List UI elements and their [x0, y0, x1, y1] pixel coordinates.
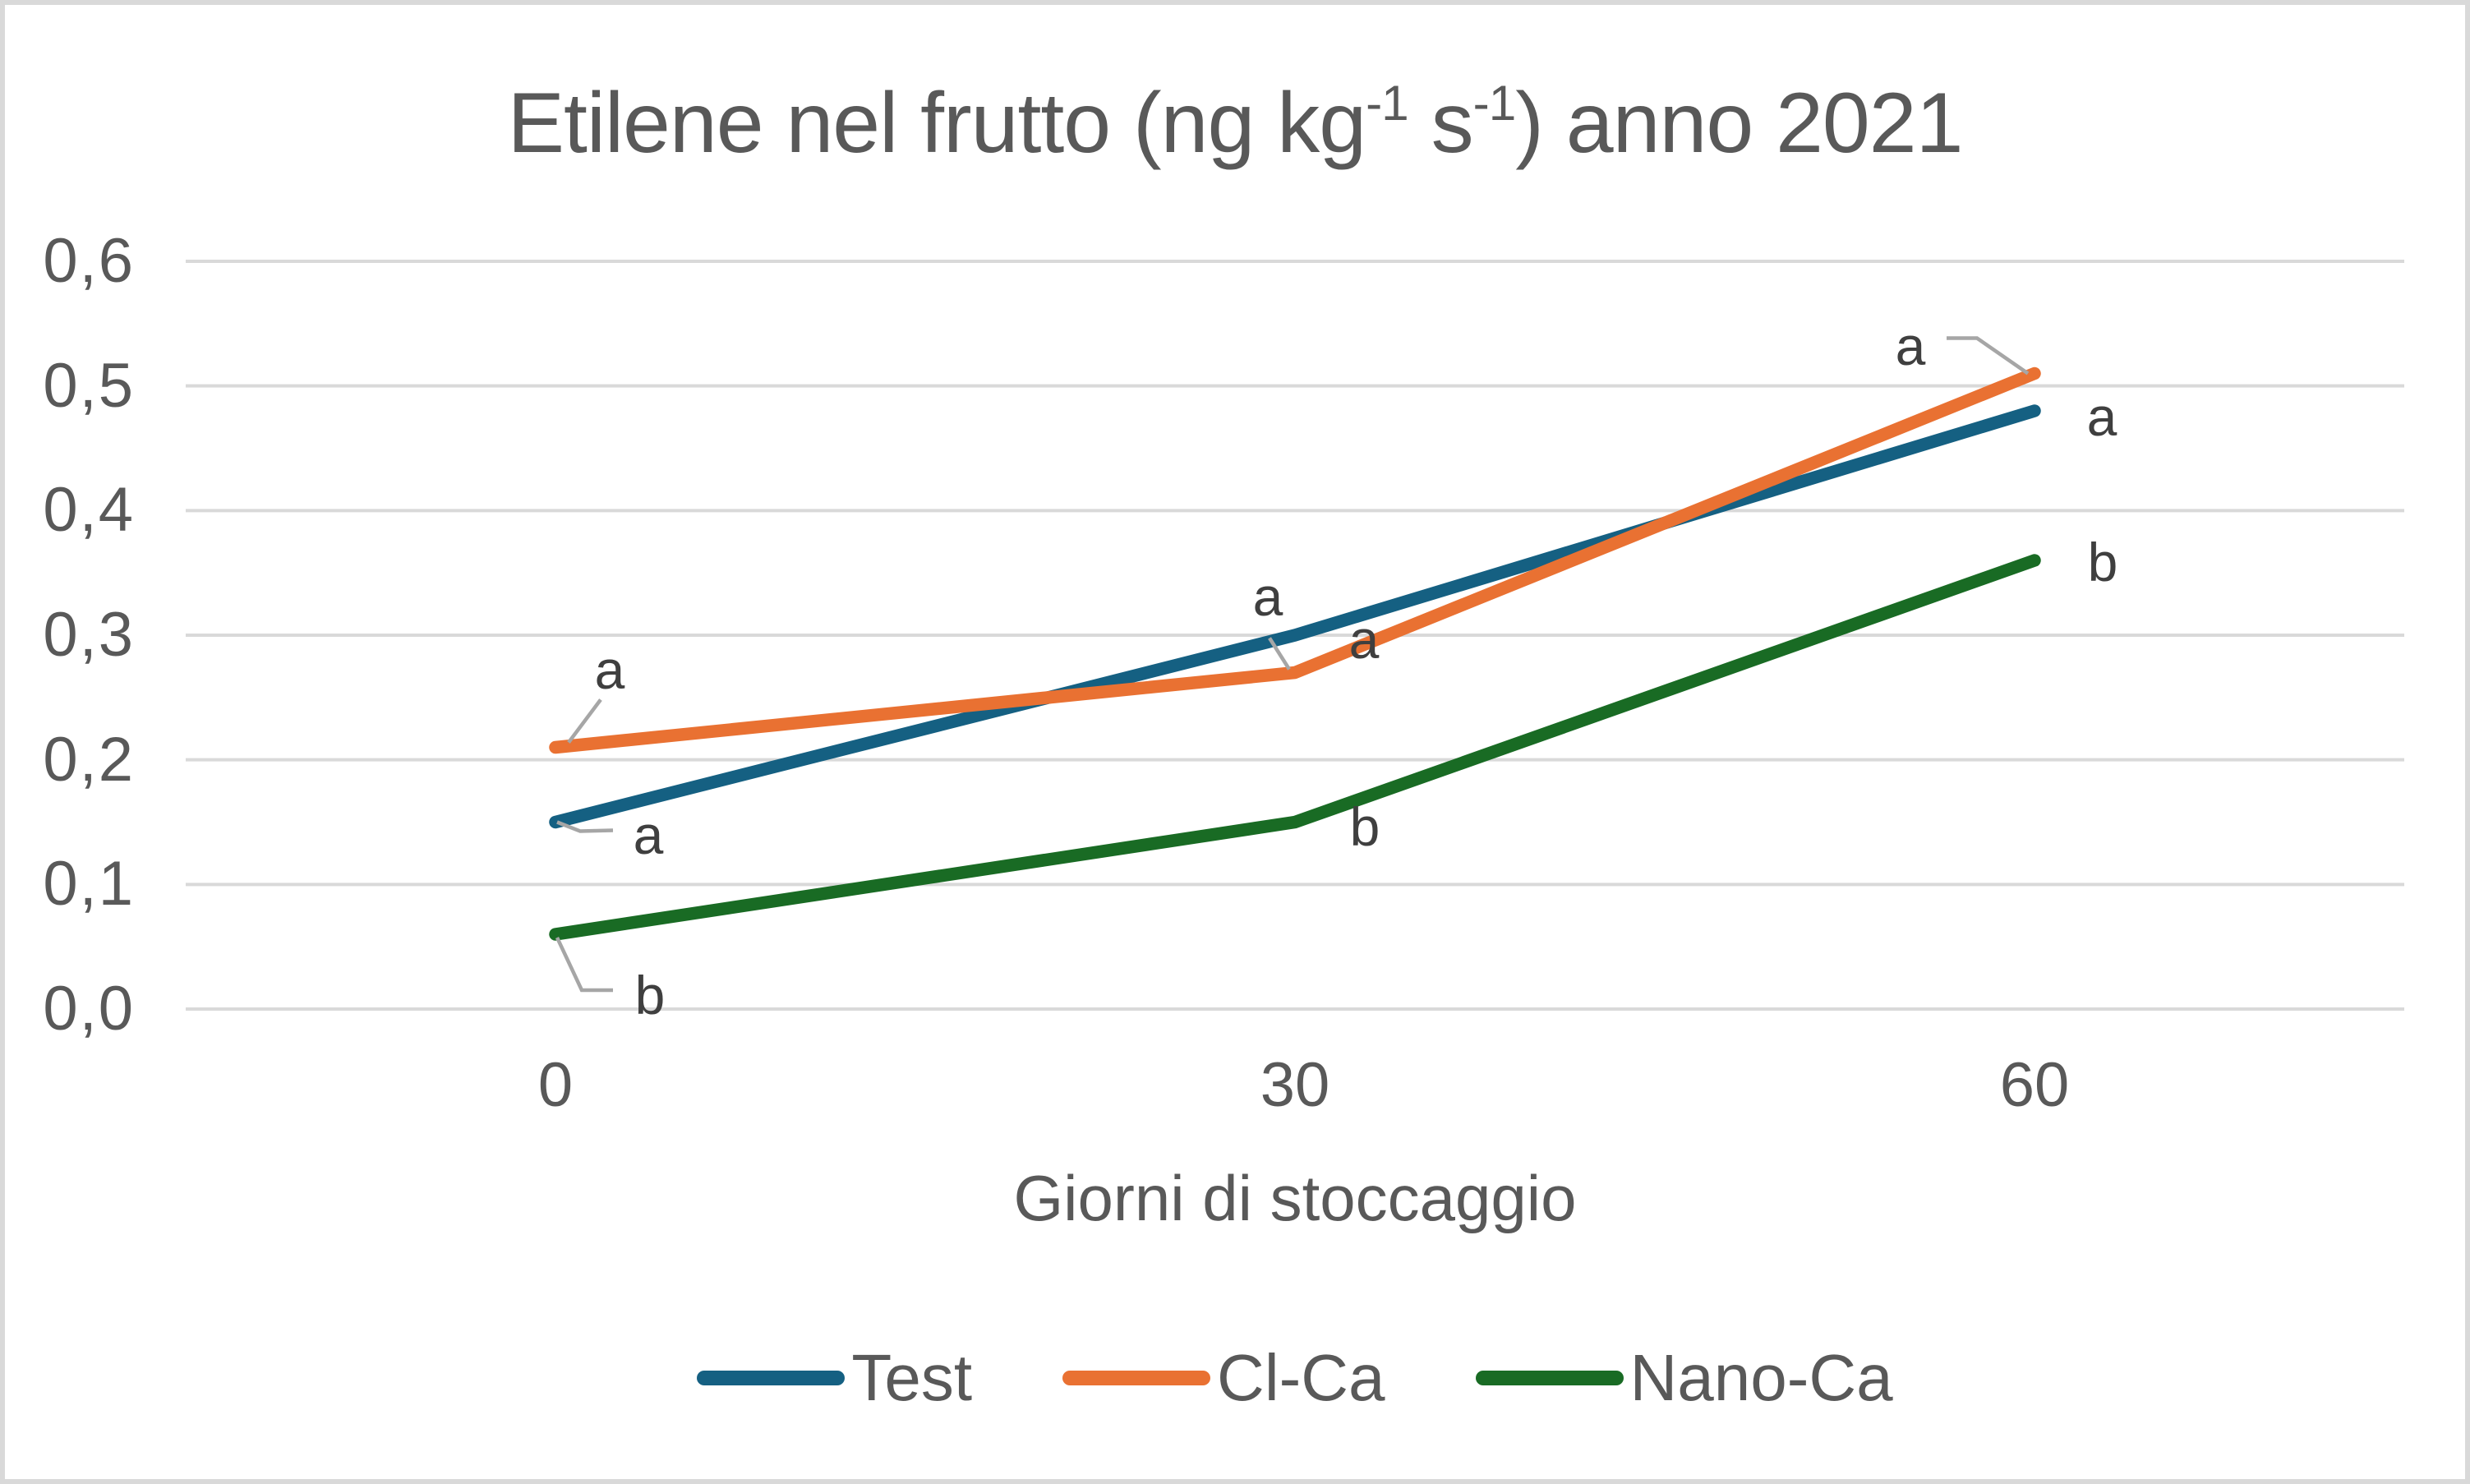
- y-tick-label-0,2: 0,2: [43, 724, 135, 795]
- legend-label-cl-ca: Cl-Ca: [1217, 1341, 1385, 1414]
- legend-item-test: Test: [697, 1342, 972, 1414]
- legend-swatch-nano-ca: [1475, 1371, 1624, 1385]
- sig-label-test-0: a: [633, 804, 664, 865]
- sig-label-cl-ca-0: a: [594, 638, 625, 700]
- y-tick-label-0,6: 0,6: [43, 226, 135, 296]
- legend-item-cl-ca: Cl-Ca: [1062, 1342, 1385, 1414]
- chart-title-text: Etilene nel frutto (ng kg: [507, 76, 1367, 171]
- sig-label-nano-ca-30: b: [1349, 795, 1380, 857]
- series-line-nano-ca: [549, 554, 2041, 941]
- legend-label-nano-ca: Nano-Ca: [1629, 1341, 1893, 1414]
- chart-title: Etilene nel frutto (ng kg-1 s-1) anno 20…: [5, 75, 2465, 173]
- label-leader-line: [555, 937, 613, 993]
- x-axis-title: Giorni di stoccaggio: [1013, 1162, 1577, 1234]
- sig-label-cl-ca-30: a: [1252, 565, 1283, 627]
- y-tick-label-0,4: 0,4: [43, 475, 135, 546]
- legend-swatch-test: [697, 1371, 846, 1385]
- x-tick-label-0: 0: [537, 1050, 574, 1120]
- chart-title-text: s: [1408, 76, 1474, 171]
- sig-label-cl-ca-60: a: [1895, 315, 1926, 376]
- superscript-minus-one: -1: [1472, 75, 1517, 131]
- x-tick-label-60: 60: [1999, 1050, 2070, 1120]
- series-line-cl-ca: [549, 366, 2041, 754]
- legend-swatch-cl-ca: [1062, 1371, 1211, 1385]
- sig-label-nano-ca-0: b: [634, 965, 666, 1025]
- label-leader-line: [567, 698, 602, 744]
- series-line-test: [549, 404, 2041, 829]
- plot-area: [186, 260, 2404, 1011]
- label-leader-line: [556, 820, 614, 833]
- legend: Test Cl-Ca Nano-Ca: [186, 1329, 2404, 1427]
- label-leader-line: [1947, 336, 2030, 376]
- label-leader-line: [1268, 637, 1291, 671]
- superscript-minus-one: -1: [1366, 75, 1409, 131]
- y-tick-label-0,0: 0,0: [43, 974, 135, 1044]
- sig-label-test-30: a: [1348, 609, 1380, 670]
- legend-item-nano-ca: Nano-Ca: [1475, 1341, 1893, 1414]
- y-tick-label-0,3: 0,3: [43, 600, 135, 670]
- y-tick-label-0,1: 0,1: [43, 849, 135, 919]
- legend-label-test: Test: [851, 1341, 973, 1414]
- y-tick-label-0,5: 0,5: [43, 350, 135, 421]
- x-tick-label-30: 30: [1260, 1050, 1330, 1120]
- sig-label-test-60: a: [2086, 386, 2117, 447]
- chart-title-text: ) anno 2021: [1515, 76, 1963, 171]
- sig-label-nano-ca-60: b: [2087, 532, 2118, 592]
